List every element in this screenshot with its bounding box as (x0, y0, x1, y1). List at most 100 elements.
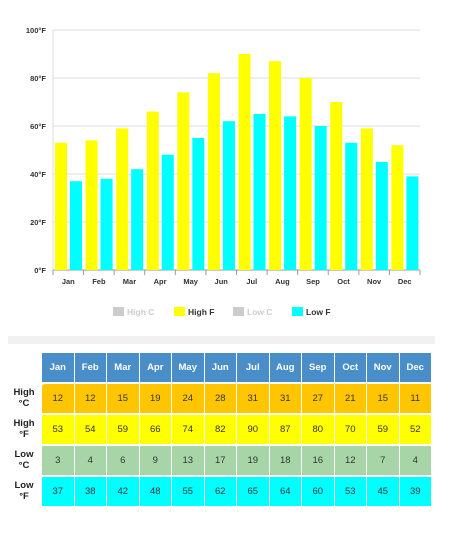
table-cell: 7 (367, 444, 400, 475)
legend-label: High C (127, 307, 154, 317)
bar (391, 145, 404, 270)
month-header-row: Jan Feb Mar Apr May Jun Jul Aug Sep Oct … (6, 353, 432, 382)
row-label: High °C (6, 382, 42, 413)
table-cell: 66 (139, 413, 172, 444)
table-cell: 12 (42, 382, 75, 413)
table-cell: 39 (399, 475, 432, 506)
table-cell: 62 (204, 475, 237, 506)
row-label: Low °C (6, 444, 42, 475)
section-divider (8, 336, 435, 344)
row-label-unit: °F (19, 490, 29, 502)
table-cell: 24 (172, 382, 205, 413)
table-cell: 70 (334, 413, 367, 444)
x-tick-label: Apr (154, 277, 167, 286)
temperature-chart: 0°F 20°F 40°F 60°F 80°F 100°F Jan Feb Mar Apr May J… (26, 26, 421, 317)
table-cell: 90 (237, 413, 270, 444)
table-cell: 38 (74, 475, 107, 506)
high-fahrenheit-row: High °F 53 54 59 66 74 82 90 87 80 70 59 52 (6, 413, 432, 444)
legend-swatch (233, 307, 244, 316)
table-corner (6, 353, 42, 382)
bar (177, 92, 190, 271)
table-cell: 3 (42, 444, 75, 475)
bar (222, 121, 235, 270)
bar (238, 54, 251, 270)
table-cell: 19 (139, 382, 172, 413)
table-cell: 42 (107, 475, 140, 506)
table-cell: 31 (269, 382, 302, 413)
low-fahrenheit-row: Low °F 37 38 42 48 55 62 65 64 60 53 45 39 (6, 475, 432, 506)
bar (375, 162, 388, 270)
bar (345, 142, 358, 270)
bar (207, 73, 220, 270)
y-tick-label: 40°F (30, 170, 46, 179)
bar (131, 169, 144, 270)
x-tick-label: May (183, 277, 198, 286)
bar (314, 126, 327, 270)
table-cell: 53 (42, 413, 75, 444)
row-label-top: Low (14, 479, 34, 491)
bar (161, 154, 174, 270)
legend-swatch (174, 307, 185, 316)
legend-swatch (113, 307, 124, 316)
month-header: Oct (334, 353, 367, 382)
y-tick-label: 20°F (30, 218, 46, 227)
table-cell: 6 (107, 444, 140, 475)
table-cell: 4 (74, 444, 107, 475)
x-tick-label: Jun (215, 277, 229, 286)
bar (55, 142, 67, 270)
month-header: Feb (74, 353, 107, 382)
month-header: Sep (302, 353, 335, 382)
table-cell: 9 (139, 444, 172, 475)
table-cell: 87 (269, 413, 302, 444)
row-label-top: Low (14, 448, 34, 460)
x-tick-label: Mar (123, 277, 136, 286)
y-tick-label: 0°F (34, 266, 46, 275)
month-header: Jan (42, 353, 75, 382)
x-tick-label: Sep (306, 277, 320, 286)
row-label-unit: °F (19, 428, 29, 440)
table-cell: 65 (237, 475, 270, 506)
legend-label: Low F (306, 307, 331, 317)
table-cell: 60 (302, 475, 335, 506)
y-tick-label: 80°F (30, 74, 46, 83)
bar (253, 114, 266, 270)
bar (330, 102, 343, 270)
table-cell: 12 (74, 382, 107, 413)
bar (192, 138, 205, 270)
table-cell: 28 (204, 382, 237, 413)
table-cell: 53 (334, 475, 367, 506)
table-cell: 27 (302, 382, 335, 413)
row-label-top: High (13, 417, 35, 429)
high-celsius-row: High °C 12 12 15 19 24 28 31 31 27 21 15 11 (6, 382, 432, 413)
month-header: Jun (204, 353, 237, 382)
legend-label: Low C (247, 307, 273, 317)
month-header: Apr (139, 353, 172, 382)
bar (360, 128, 373, 270)
table-cell: 59 (367, 413, 400, 444)
x-tick-label: Dec (398, 277, 412, 286)
x-tick-label: Oct (337, 277, 350, 286)
bar (299, 78, 312, 270)
climate-table: Jan Feb Mar Apr May Jun Jul Aug Sep Oct … (6, 353, 432, 506)
table-cell: 31 (237, 382, 270, 413)
month-header: May (172, 353, 205, 382)
table-cell: 45 (367, 475, 400, 506)
table-cell: 4 (399, 444, 432, 475)
month-header: Dec (399, 353, 432, 382)
row-label: Low °F (6, 475, 42, 506)
row-label-top: High (13, 386, 35, 398)
x-tick-label: Jan (62, 277, 75, 286)
table-cell: 64 (269, 475, 302, 506)
x-tick-label: Feb (92, 277, 106, 286)
table-cell: 11 (399, 382, 432, 413)
low-celsius-row: Low °C 3 4 6 9 13 17 19 18 16 12 7 4 (6, 444, 432, 475)
bar (100, 178, 113, 270)
bar (146, 111, 159, 270)
x-tick-label: Aug (275, 277, 290, 286)
table-cell: 80 (302, 413, 335, 444)
table-cell: 21 (334, 382, 367, 413)
table-cell: 52 (399, 413, 432, 444)
row-label-unit: °C (18, 459, 30, 471)
table-cell: 82 (204, 413, 237, 444)
month-header: Mar (107, 353, 140, 382)
